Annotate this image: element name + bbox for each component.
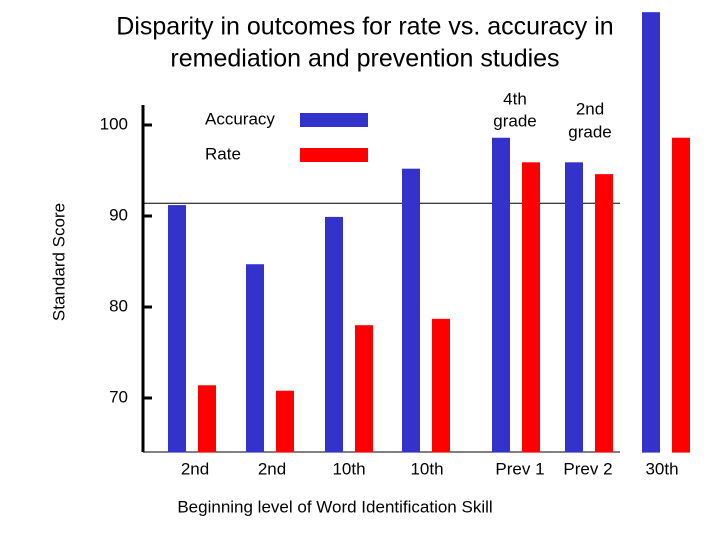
bar [522, 162, 540, 453]
y-axis-title: Standard Score [49, 203, 68, 321]
bar [246, 264, 264, 453]
y-tick-label: 80 [109, 296, 128, 315]
x-tick-label: Prev 2 [563, 459, 612, 478]
bar [565, 162, 583, 453]
bar [198, 385, 216, 453]
bar [642, 12, 660, 453]
bar [432, 318, 450, 453]
x-tick-label: 2nd [258, 459, 286, 478]
bar [168, 205, 186, 453]
annotation: 4th [503, 89, 527, 108]
x-tick-label: 30th [645, 459, 678, 478]
chart-title: remediation and prevention studies [170, 45, 559, 73]
y-tick-label: 90 [109, 205, 128, 224]
bar [276, 390, 294, 453]
legend-swatch [300, 148, 368, 162]
annotation: 2nd [576, 99, 604, 118]
y-tick-label: 100 [100, 114, 128, 133]
bar [402, 168, 420, 453]
legend-swatch [300, 113, 368, 127]
x-axis-title: Beginning level of Word Identification S… [177, 497, 492, 516]
chart-title: Disparity in outcomes for rate vs. accur… [116, 13, 613, 41]
bar [325, 216, 343, 453]
x-tick-label: 2nd [181, 459, 209, 478]
annotation: grade [493, 111, 536, 130]
x-tick-label: 10th [332, 459, 365, 478]
bar [672, 137, 690, 453]
bar [355, 325, 373, 453]
bar [492, 137, 510, 453]
bar [595, 174, 613, 453]
legend-label: Rate [205, 144, 241, 163]
legend-label: Accuracy [205, 109, 275, 128]
y-tick-label: 70 [109, 387, 128, 406]
x-tick-label: 10th [410, 459, 443, 478]
x-tick-label: Prev 1 [495, 459, 544, 478]
annotation: grade [568, 122, 611, 141]
